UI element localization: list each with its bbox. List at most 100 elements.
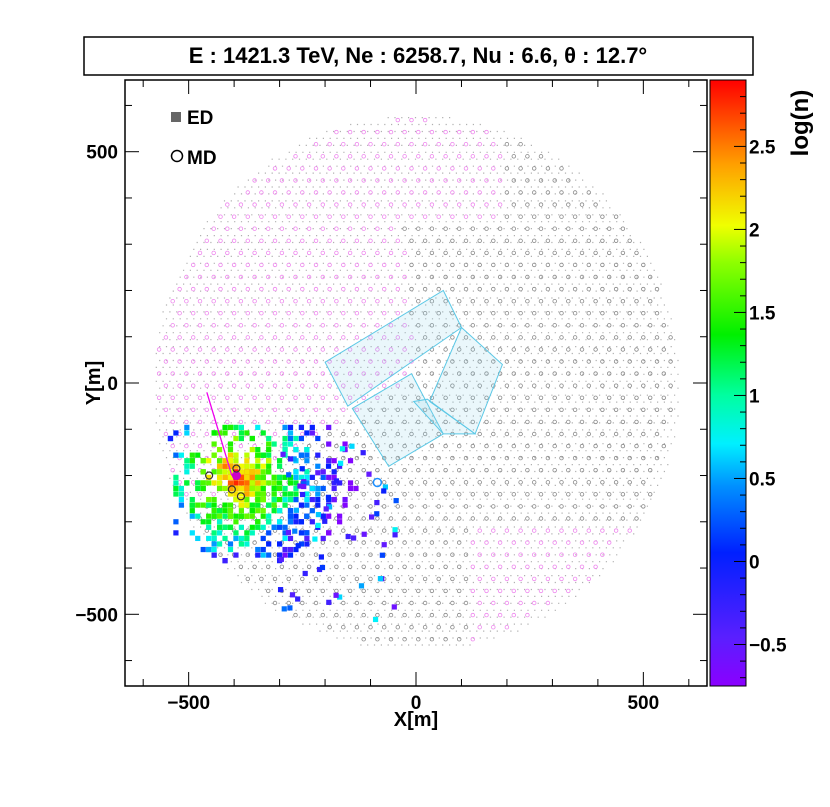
ed-hit bbox=[315, 496, 321, 503]
ed-hit bbox=[173, 452, 179, 458]
ed-hit bbox=[377, 576, 384, 582]
ed-hit bbox=[233, 463, 239, 469]
ed-hit bbox=[233, 535, 239, 542]
ed-hit bbox=[392, 532, 398, 538]
ed-hit bbox=[227, 480, 234, 486]
ed-hit bbox=[249, 524, 255, 530]
ed-hit bbox=[173, 474, 179, 480]
colorbar-ticks: −0.5 0 0.5 1 1.5 2 2.5 bbox=[734, 96, 787, 679]
ed-hit bbox=[302, 570, 308, 577]
ed-hit bbox=[260, 463, 266, 469]
ed-hit bbox=[189, 458, 195, 464]
ed-hit bbox=[249, 491, 255, 497]
ed-hit bbox=[227, 541, 234, 547]
ed-hit bbox=[249, 474, 255, 480]
ed-hit bbox=[255, 491, 261, 497]
ed-hit bbox=[293, 491, 299, 497]
ed-hit bbox=[227, 491, 234, 497]
ed-hit bbox=[282, 535, 288, 542]
ed-hit bbox=[222, 508, 228, 514]
ed-hit bbox=[266, 435, 272, 442]
ed-hit bbox=[351, 535, 357, 541]
ed-hit bbox=[287, 535, 294, 542]
y-tick-label: −500 bbox=[75, 605, 118, 626]
ed-hit bbox=[304, 474, 310, 480]
ed-hit bbox=[173, 519, 179, 525]
ed-hit bbox=[206, 546, 212, 553]
ed-hit bbox=[184, 430, 190, 436]
ed-hit bbox=[200, 519, 206, 525]
ed-hit bbox=[333, 478, 340, 484]
detector-layer bbox=[155, 117, 679, 646]
ed-hit bbox=[249, 447, 255, 453]
ed-hit bbox=[304, 430, 310, 436]
ed-hit bbox=[276, 485, 283, 492]
ed-hit bbox=[255, 524, 261, 530]
ed-hit bbox=[320, 485, 326, 492]
md-array-pink bbox=[156, 117, 632, 642]
ed-hit bbox=[266, 458, 272, 464]
ed-hit bbox=[216, 458, 223, 464]
ed-hit bbox=[293, 435, 299, 442]
ed-hit bbox=[222, 558, 228, 564]
ed-hit bbox=[326, 424, 332, 431]
ed-hit bbox=[326, 441, 332, 447]
ed-hit bbox=[244, 541, 250, 547]
x-tick-label: 500 bbox=[627, 693, 659, 714]
ed-hit bbox=[238, 463, 244, 469]
ed-hit bbox=[304, 513, 310, 519]
ed-hit bbox=[316, 566, 323, 573]
ed-hit bbox=[206, 480, 212, 486]
ed-hit bbox=[216, 463, 223, 469]
ed-hit bbox=[282, 435, 288, 442]
ed-hit bbox=[347, 458, 354, 464]
ed-hit bbox=[233, 519, 239, 525]
ed-hit bbox=[195, 452, 201, 458]
ed-hit bbox=[282, 474, 288, 480]
x-axis-label: X[m] bbox=[394, 709, 438, 731]
chart-title: E : 1421.3 TeV, Ne : 6258.7, Nu : 6.6, θ… bbox=[189, 43, 647, 68]
ed-hit bbox=[293, 447, 299, 453]
ed-hit bbox=[331, 496, 337, 503]
ed-hit bbox=[315, 485, 321, 492]
ed-hit bbox=[189, 496, 195, 503]
ed-hit bbox=[331, 458, 337, 464]
ed-hit bbox=[287, 546, 294, 553]
ed-hit bbox=[358, 583, 365, 589]
ed-hit bbox=[244, 430, 250, 436]
ed-hit bbox=[320, 469, 326, 475]
ed-hit bbox=[244, 496, 250, 503]
ed-hit bbox=[255, 485, 261, 492]
ed-hit bbox=[282, 491, 288, 497]
colorbar-tick-label: 1.5 bbox=[749, 303, 776, 324]
ed-hit bbox=[266, 447, 272, 453]
colorbar-tick-label: 2 bbox=[749, 220, 760, 241]
ed-hit bbox=[233, 458, 239, 464]
ed-hit bbox=[244, 502, 250, 508]
ed-hit bbox=[293, 519, 299, 525]
ed-hit bbox=[309, 474, 315, 480]
ed-hit bbox=[326, 599, 332, 605]
ed-hit bbox=[211, 530, 217, 536]
ed-hit bbox=[277, 587, 284, 593]
ed-hit bbox=[326, 474, 332, 480]
ed-hit bbox=[287, 552, 294, 558]
ed-hit bbox=[222, 469, 228, 475]
md-hit bbox=[236, 492, 246, 501]
ed-hit bbox=[255, 474, 261, 480]
ed-hit bbox=[260, 496, 266, 503]
ed-hit bbox=[271, 508, 277, 514]
ed-hit bbox=[249, 469, 255, 475]
ed-hit bbox=[337, 519, 343, 525]
ed-hit bbox=[249, 480, 255, 486]
ed-hit bbox=[271, 480, 277, 486]
ed-hit bbox=[260, 546, 266, 553]
ed-hit bbox=[200, 502, 206, 508]
ed-hit bbox=[249, 463, 255, 469]
ed-hit bbox=[195, 480, 201, 486]
ed-hit bbox=[366, 471, 372, 477]
ed-hit bbox=[304, 491, 310, 497]
ed-hit bbox=[233, 485, 239, 492]
ed-hit bbox=[244, 469, 250, 475]
ed-hit bbox=[227, 474, 234, 480]
